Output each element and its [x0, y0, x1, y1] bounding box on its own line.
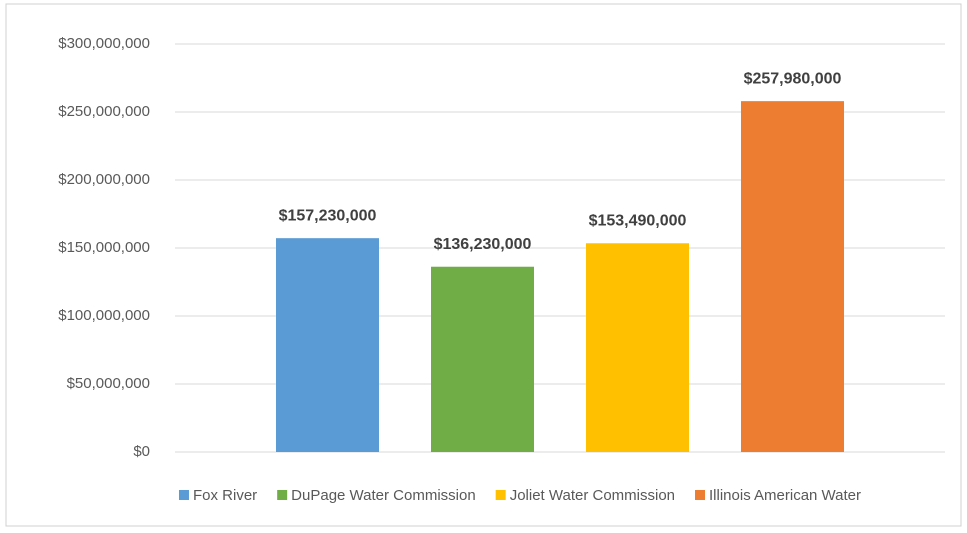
legend-label: DuPage Water Commission [291, 487, 476, 504]
legend-label: Joliet Water Commission [510, 487, 675, 504]
y-tick-label: $250,000,000 [58, 103, 150, 120]
y-tick-label: $200,000,000 [58, 171, 150, 188]
value-label: $157,230,000 [279, 207, 377, 224]
value-label: $136,230,000 [434, 236, 532, 253]
y-tick-label: $100,000,000 [58, 307, 150, 324]
y-tick-label: $150,000,000 [58, 239, 150, 256]
legend-label: Illinois American Water [709, 487, 861, 504]
legend-swatch [695, 490, 706, 500]
legend-swatch [495, 490, 506, 500]
y-tick-label: $50,000,000 [67, 375, 150, 392]
bar [586, 243, 689, 452]
bar [431, 266, 534, 452]
bar [276, 238, 379, 452]
y-tick-label: $0 [133, 443, 150, 460]
legend-label: Fox River [193, 487, 257, 504]
bar [741, 101, 844, 452]
legend-swatch [178, 490, 189, 500]
legend-swatch [277, 490, 288, 500]
value-label: $153,490,000 [589, 212, 687, 229]
value-label: $257,980,000 [744, 70, 842, 87]
y-tick-label: $300,000,000 [58, 35, 150, 52]
